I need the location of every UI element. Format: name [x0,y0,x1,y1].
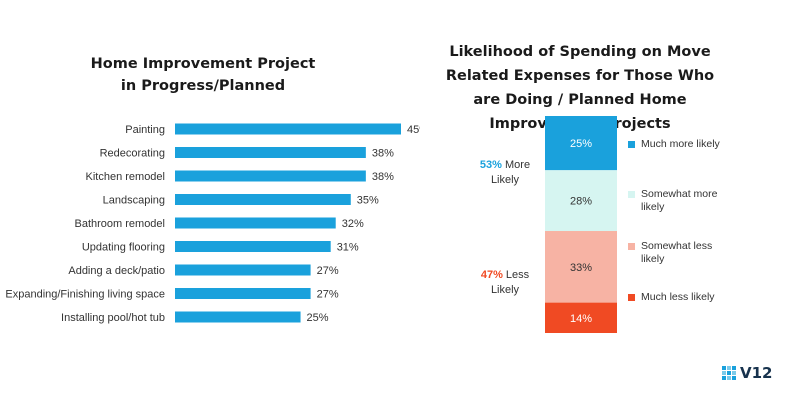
category-label: Expanding/Finishing living space [5,289,165,301]
value-label: 25% [307,312,329,324]
category-label: Painting [125,124,165,136]
value-label: 27% [317,289,339,301]
v12-logo-icon [722,366,736,380]
more-likely-pct: 53% [479,159,502,171]
category-label: Installing pool/hot tub [61,312,165,324]
legend-somewhat-more-likely: Somewhat more likely [628,188,738,214]
value-label: 45% [407,124,420,136]
segment-label: 25% [570,138,592,150]
value-label: 31% [337,242,359,254]
legend-somewhat-less-likely: Somewhat less likely [628,240,738,266]
stack-segment [545,231,617,303]
value-label: 38% [372,148,394,160]
bar [175,170,366,182]
stack-segment [545,170,617,232]
legend-swatch-somewhat-more [628,191,635,198]
category-label: Landscaping [103,195,165,207]
value-label: 27% [317,265,339,277]
left-chart-title: Home Improvement Project in Progress/Pla… [90,56,316,94]
legend-much-less-likely: Much less likely [628,291,738,304]
segment-label: 14% [570,313,592,325]
value-label: 35% [357,195,379,207]
bar [175,194,351,205]
bar [175,217,336,229]
bar [175,311,301,323]
category-label: Kitchen remodel [86,171,166,183]
less-likely-line2: Likely [490,284,520,296]
less-likely-word: Less [502,269,530,281]
legend-swatch-much-more [628,141,635,148]
segment-label: 28% [570,196,592,208]
value-label: 32% [342,218,364,230]
less-likely-pct: 47% [480,269,503,281]
bar [175,241,331,252]
bar [175,288,311,299]
bar [175,123,401,135]
stack-segment [545,302,617,333]
legend-swatch-much-less [628,294,635,301]
more-likely-line2: Likely [490,174,520,186]
value-label: 38% [372,171,394,183]
legend-much-more-likely: Much more likely [628,138,738,151]
stack-segment [545,116,617,171]
legend-swatch-somewhat-less [628,243,635,250]
legend-label: Somewhat more likely [641,188,718,213]
legend-label: Much more likely [641,138,720,150]
v12-logo: V12 [722,364,772,382]
v12-logo-text: V12 [740,364,773,382]
category-label: Adding a deck/patio [68,265,165,277]
category-label: Bathroom remodel [75,218,166,230]
legend-label: Much less likely [641,291,715,303]
segment-label: 33% [570,262,592,274]
category-label: Updating flooring [82,242,165,254]
home-improvement-bar-chart: Painting 45% Redecorating 38% Kitchen remode… [5,123,420,324]
less-likely-annotation: 47% Less Likely [470,268,540,298]
bar [175,147,366,158]
bar [175,264,311,276]
legend-label: Somewhat less likely [641,240,713,265]
category-label: Redecorating [100,148,165,160]
more-likely-word: More [501,159,531,171]
likelihood-stacked-bar: 25% 28% 33% 14% [545,116,617,333]
more-likely-annotation: 53% More Likely [470,158,540,188]
